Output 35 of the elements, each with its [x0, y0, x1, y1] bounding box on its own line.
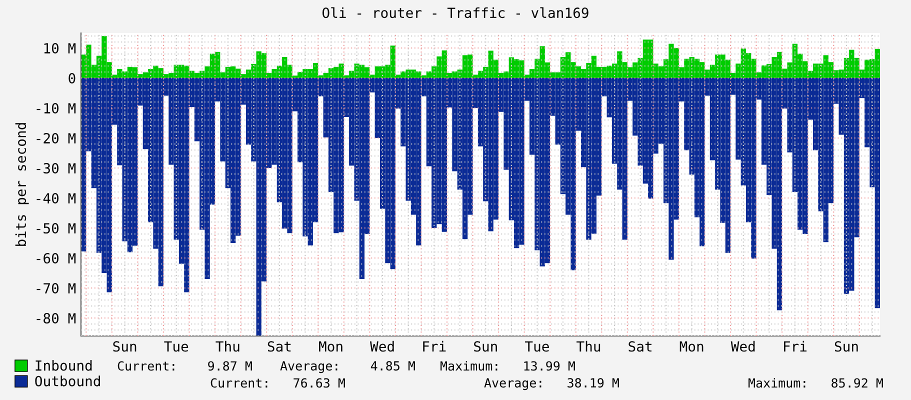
- text: Average: 4.85 M: [280, 361, 415, 374]
- x-tick-label: Sun: [113, 341, 136, 352]
- x-tick-label: Tue: [524, 341, 549, 352]
- text: Maximum: 13.99 M: [440, 360, 575, 371]
- x-tick-label: Thu: [576, 340, 600, 352]
- x-tick-label: Fri: [784, 340, 807, 352]
- x-tick-label: Sat: [628, 341, 652, 352]
- x-tick-label: Mon: [319, 341, 342, 352]
- text: Current: 76.63 M: [210, 378, 345, 388]
- legend-label: Outbound: [35, 376, 100, 386]
- y-tick-label: -80 M: [36, 313, 76, 324]
- x-tick-label: Wed: [730, 340, 755, 352]
- x-tick-label: Thu: [216, 340, 240, 352]
- text: Maximum: 85.92 M: [748, 378, 883, 388]
- y-tick-label: -10 M: [36, 103, 76, 114]
- x-tick-label: Mon: [680, 341, 704, 352]
- text: Average: 38.19 M: [484, 378, 619, 390]
- y-tick-label: -70 M: [36, 283, 76, 294]
- y-tick-label: -50 M: [36, 223, 76, 234]
- x-tick-label: Fri: [423, 340, 446, 352]
- x-tick-label: Sat: [268, 341, 291, 352]
- x-tick-label: Sun: [474, 341, 497, 352]
- x-tick-label: Wed: [370, 340, 394, 352]
- x-tick-label: Tue: [164, 341, 188, 352]
- y-axis-title: bits per second: [15, 123, 29, 246]
- legend-label: Inbound: [36, 360, 92, 371]
- y-tick-label: 0: [68, 73, 76, 84]
- y-tick-label: -30 M: [36, 163, 76, 174]
- x-tick-label: Sun: [834, 341, 858, 352]
- chart-title: Oli - router - Traffic - vlan169: [322, 7, 588, 18]
- y-tick-label: -20 M: [36, 133, 76, 144]
- text: Current: 9.87 M: [118, 361, 252, 371]
- y-tick-label: 10 M: [44, 43, 76, 54]
- y-tick-label: -60 M: [36, 253, 76, 264]
- y-tick-label: -40 M: [36, 193, 76, 204]
